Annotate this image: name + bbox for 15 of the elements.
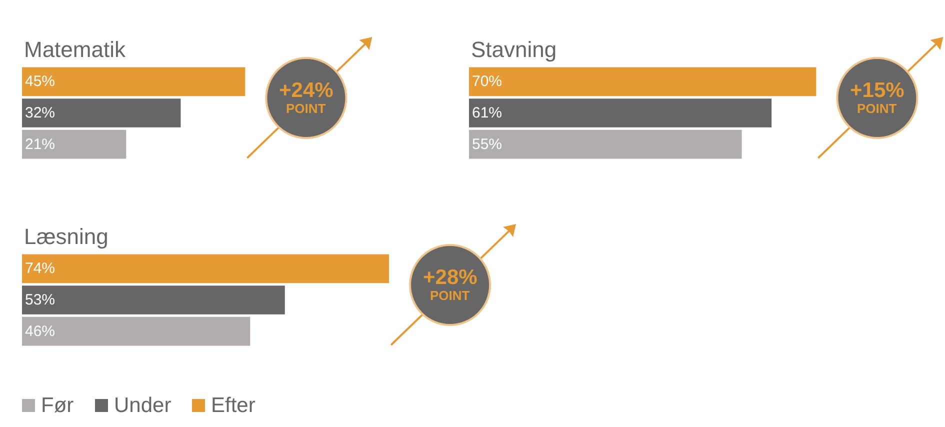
chart-title: Læsning	[24, 224, 108, 249]
category-label: Før	[41, 394, 74, 417]
chart-title: Matematik	[24, 37, 126, 62]
data-label: 32%	[25, 104, 56, 122]
data-label: 55%	[472, 136, 502, 153]
chart-title: Stavning	[471, 37, 557, 62]
data-label: 46%	[25, 322, 56, 340]
category-label: Efter	[211, 394, 256, 417]
data-label: 61%	[472, 104, 502, 122]
data-label: 53%	[25, 292, 56, 308]
data-label: 74%	[25, 260, 56, 278]
data-label: 45%	[25, 73, 56, 90]
category-label: Under	[114, 394, 172, 417]
data-label: 70%	[472, 73, 502, 90]
data-label: 21%	[25, 136, 56, 153]
